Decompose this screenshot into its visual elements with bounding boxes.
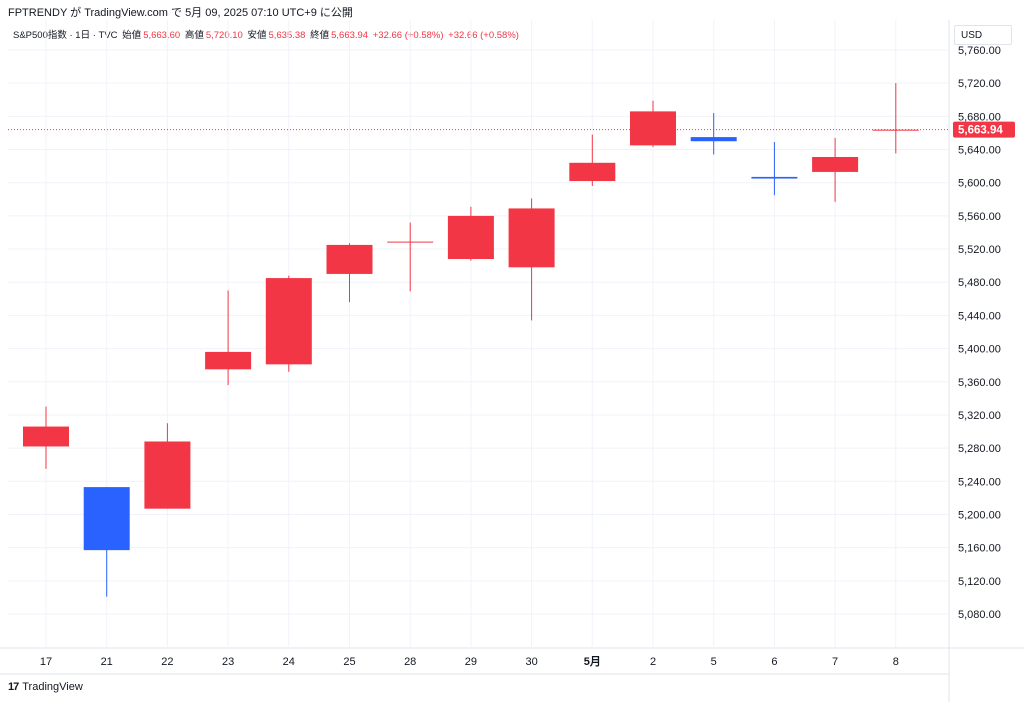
- y-tick-label: 5,200.00: [958, 509, 1001, 521]
- candle-body: [23, 426, 69, 447]
- candle-body: [387, 241, 434, 243]
- close-label: 終値: [310, 30, 330, 41]
- x-tick-label: 5月: [584, 655, 601, 668]
- candle-body: [872, 129, 919, 131]
- candle-body: [83, 487, 130, 551]
- y-tick-label: 5,560.00: [958, 211, 1001, 223]
- x-tick-label: 21: [101, 656, 113, 668]
- x-tick-label: 8: [893, 656, 899, 668]
- candle-body: [630, 111, 676, 146]
- x-tick-label: 30: [525, 656, 537, 668]
- y-tick-label: 5,080.00: [958, 609, 1001, 621]
- y-tick-label: 5,160.00: [958, 543, 1001, 555]
- publish-info: FPTRENDY が TradingView.com で 5月 09, 2025…: [8, 7, 353, 19]
- x-tick-label: 22: [161, 656, 173, 668]
- tradingview-logo-icon: 17: [8, 681, 19, 693]
- high-value: 5,720.10: [205, 30, 243, 41]
- x-tick-label: 6: [771, 656, 777, 668]
- y-tick-label: 5,760.00: [958, 45, 1001, 57]
- x-tick-label: 5: [711, 656, 717, 668]
- y-tick-label: 5,240.00: [958, 476, 1001, 488]
- x-tick-label: 23: [222, 656, 234, 668]
- x-tick-label: 25: [343, 656, 355, 668]
- y-tick-label: 5,640.00: [958, 145, 1001, 157]
- x-tick-label: 2: [650, 656, 656, 668]
- candle-body: [205, 351, 252, 370]
- brand-label: TradingView: [22, 681, 83, 693]
- candle-body: [447, 215, 494, 260]
- last-price-label: 5,663.94: [958, 125, 1003, 137]
- y-tick-label: 5,520.00: [958, 244, 1001, 256]
- candle-body: [569, 162, 616, 182]
- y-tick-label: 5,400.00: [958, 344, 1001, 356]
- y-tick-label: 5,320.00: [958, 410, 1001, 422]
- x-tick-label: 29: [465, 656, 477, 668]
- candle-body: [690, 137, 737, 142]
- last-price-tag: [953, 121, 1015, 138]
- change-value: +32.66 (+0.58%): [372, 30, 444, 41]
- y-tick-label: 5,600.00: [958, 178, 1001, 190]
- open-label: 始値: [122, 30, 142, 41]
- currency-button[interactable]: USD: [954, 25, 1012, 45]
- x-tick-label: 7: [832, 656, 838, 668]
- footer-branding: 17 TradingView: [8, 681, 83, 693]
- candle-body: [265, 278, 312, 365]
- y-tick-label: 5,360.00: [958, 377, 1001, 389]
- y-tick-label: 5,480.00: [958, 277, 1001, 289]
- candle-body: [508, 208, 555, 268]
- candle-body: [751, 176, 798, 179]
- y-tick-label: 5,120.00: [958, 576, 1001, 588]
- candle-body: [144, 441, 191, 509]
- high-label: 高値: [184, 30, 204, 41]
- y-tick-label: 5,680.00: [958, 111, 1001, 123]
- low-value: 5,635.38: [268, 30, 306, 41]
- x-tick-label: 24: [283, 656, 295, 668]
- symbol-label[interactable]: S&P500指数 · 1日 · TVC: [13, 30, 118, 41]
- candle-body: [812, 156, 859, 172]
- open-value: 5,663.60: [143, 30, 181, 41]
- x-tick-label: 28: [404, 656, 416, 668]
- candle-body: [326, 244, 373, 274]
- x-tick-label: 17: [40, 656, 52, 668]
- y-tick-label: 5,280.00: [958, 443, 1001, 455]
- low-label: 安値: [247, 30, 267, 41]
- change-value-secondary: +32.66 (+0.58%): [448, 30, 519, 41]
- y-tick-label: 5,440.00: [958, 310, 1001, 322]
- y-tick-label: 5,720.00: [958, 78, 1001, 90]
